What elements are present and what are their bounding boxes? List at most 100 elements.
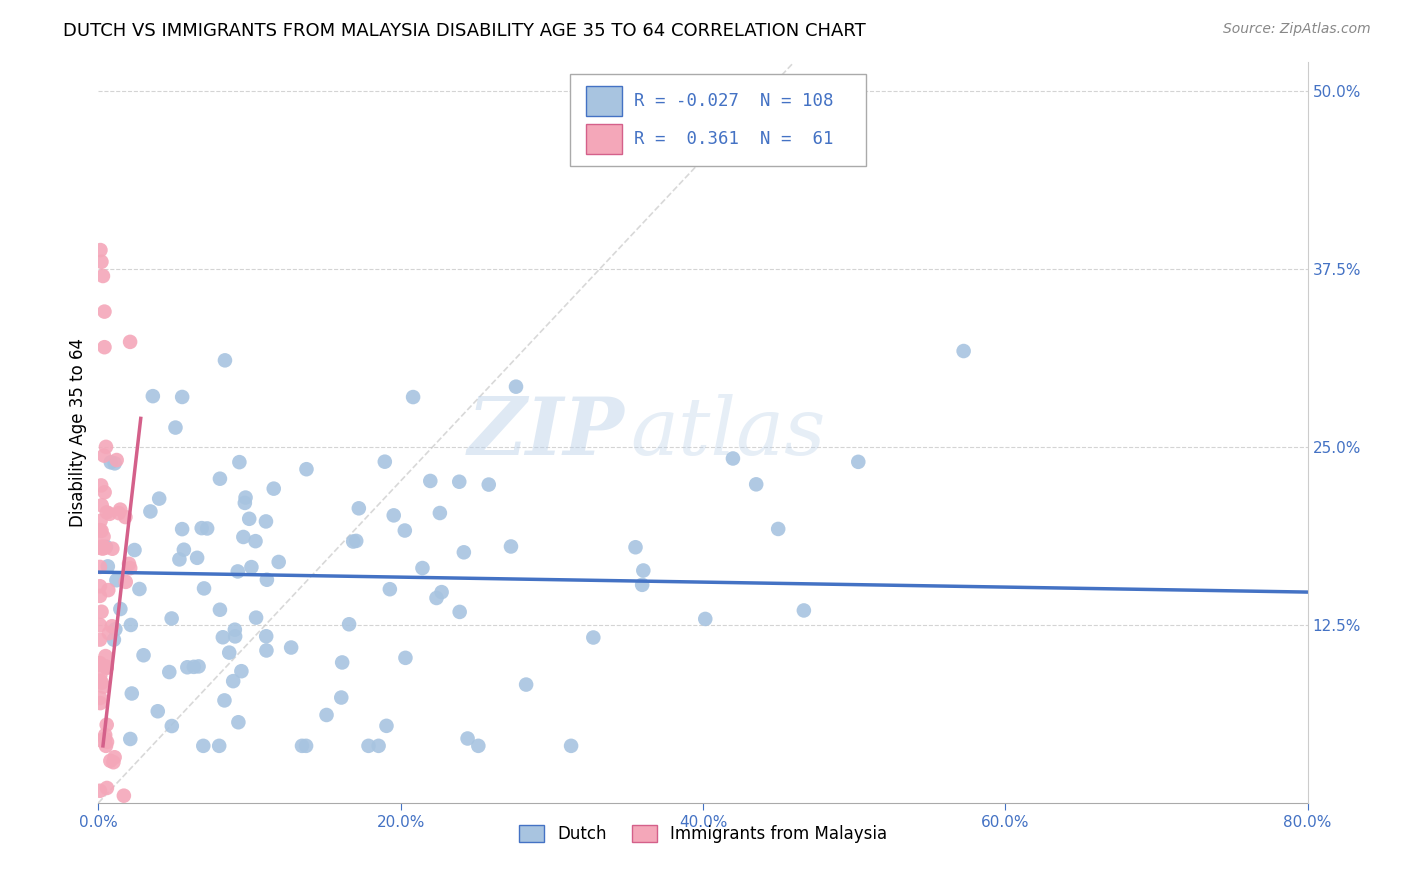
Point bbox=[478, 477, 501, 491]
Point bbox=[94, 541, 117, 555]
Point bbox=[108, 502, 131, 516]
Point bbox=[208, 739, 231, 753]
Text: atlas: atlas bbox=[630, 394, 825, 471]
Point bbox=[120, 618, 142, 632]
Point bbox=[337, 617, 360, 632]
Point bbox=[214, 353, 236, 368]
Point bbox=[367, 739, 389, 753]
Point bbox=[695, 612, 717, 626]
FancyBboxPatch shape bbox=[569, 73, 866, 166]
Point bbox=[238, 512, 260, 526]
Point bbox=[93, 449, 115, 463]
Point bbox=[330, 690, 353, 705]
Point bbox=[90, 605, 112, 619]
Point bbox=[267, 555, 290, 569]
Point bbox=[89, 589, 111, 603]
Point bbox=[218, 646, 240, 660]
Point bbox=[394, 650, 416, 665]
Point bbox=[394, 524, 416, 538]
Point bbox=[112, 789, 135, 803]
Point bbox=[846, 455, 869, 469]
Point bbox=[160, 719, 183, 733]
Point bbox=[419, 474, 441, 488]
Point bbox=[120, 334, 142, 349]
Legend: Dutch, Immigrants from Malaysia: Dutch, Immigrants from Malaysia bbox=[512, 819, 894, 850]
Point bbox=[245, 534, 267, 549]
Point bbox=[157, 665, 180, 679]
Point bbox=[105, 573, 128, 587]
Point bbox=[96, 660, 118, 674]
Point bbox=[449, 605, 471, 619]
Point bbox=[103, 756, 125, 770]
Point bbox=[89, 632, 111, 647]
Point bbox=[374, 455, 396, 469]
Point bbox=[183, 660, 205, 674]
Point bbox=[280, 640, 302, 655]
Point bbox=[172, 522, 194, 536]
Point bbox=[96, 505, 118, 519]
Point bbox=[139, 504, 162, 518]
Point bbox=[226, 565, 249, 579]
Point bbox=[235, 491, 257, 505]
Point bbox=[222, 674, 245, 689]
Point bbox=[342, 534, 364, 549]
Point bbox=[93, 485, 115, 500]
Point bbox=[101, 541, 124, 556]
Text: Source: ZipAtlas.com: Source: ZipAtlas.com bbox=[1223, 22, 1371, 37]
Point bbox=[120, 561, 142, 575]
Point bbox=[295, 462, 318, 476]
Bar bbox=[586, 124, 621, 153]
Point bbox=[176, 660, 198, 674]
Point bbox=[90, 733, 112, 747]
Point bbox=[745, 477, 768, 491]
Point bbox=[91, 541, 114, 556]
Point bbox=[425, 591, 447, 605]
Point bbox=[256, 643, 278, 657]
Point bbox=[93, 530, 115, 544]
Point bbox=[254, 515, 277, 529]
Point bbox=[93, 304, 115, 318]
Point bbox=[91, 540, 114, 554]
Point bbox=[402, 390, 425, 404]
Point bbox=[94, 731, 117, 746]
Point bbox=[89, 579, 111, 593]
Point bbox=[793, 603, 815, 617]
Point bbox=[449, 475, 471, 489]
Point bbox=[232, 530, 254, 544]
Point bbox=[120, 731, 142, 746]
Point bbox=[457, 731, 479, 746]
Point bbox=[96, 735, 118, 749]
Point bbox=[231, 664, 253, 678]
Point bbox=[453, 545, 475, 559]
Point bbox=[89, 243, 111, 257]
Point bbox=[91, 268, 114, 283]
Point bbox=[89, 673, 111, 688]
Point bbox=[624, 541, 647, 555]
Point bbox=[214, 693, 236, 707]
Point bbox=[97, 626, 120, 640]
Point bbox=[228, 455, 250, 469]
Point bbox=[89, 783, 111, 797]
Point bbox=[160, 611, 183, 625]
Text: ZIP: ZIP bbox=[468, 394, 624, 471]
Point bbox=[187, 659, 209, 673]
Point bbox=[89, 690, 111, 705]
Point bbox=[193, 739, 215, 753]
Point bbox=[315, 708, 337, 723]
Point bbox=[89, 541, 111, 555]
Point bbox=[721, 451, 744, 466]
Point bbox=[382, 508, 405, 523]
Point bbox=[193, 582, 215, 596]
Point bbox=[89, 656, 111, 670]
Point bbox=[190, 521, 212, 535]
Point bbox=[263, 482, 285, 496]
Point bbox=[108, 506, 131, 520]
Point bbox=[89, 657, 111, 672]
Point bbox=[94, 649, 117, 664]
Point bbox=[89, 523, 111, 537]
Point bbox=[375, 719, 398, 733]
Point bbox=[429, 506, 451, 520]
Point bbox=[186, 550, 208, 565]
Point bbox=[254, 629, 277, 643]
Point bbox=[90, 498, 112, 512]
